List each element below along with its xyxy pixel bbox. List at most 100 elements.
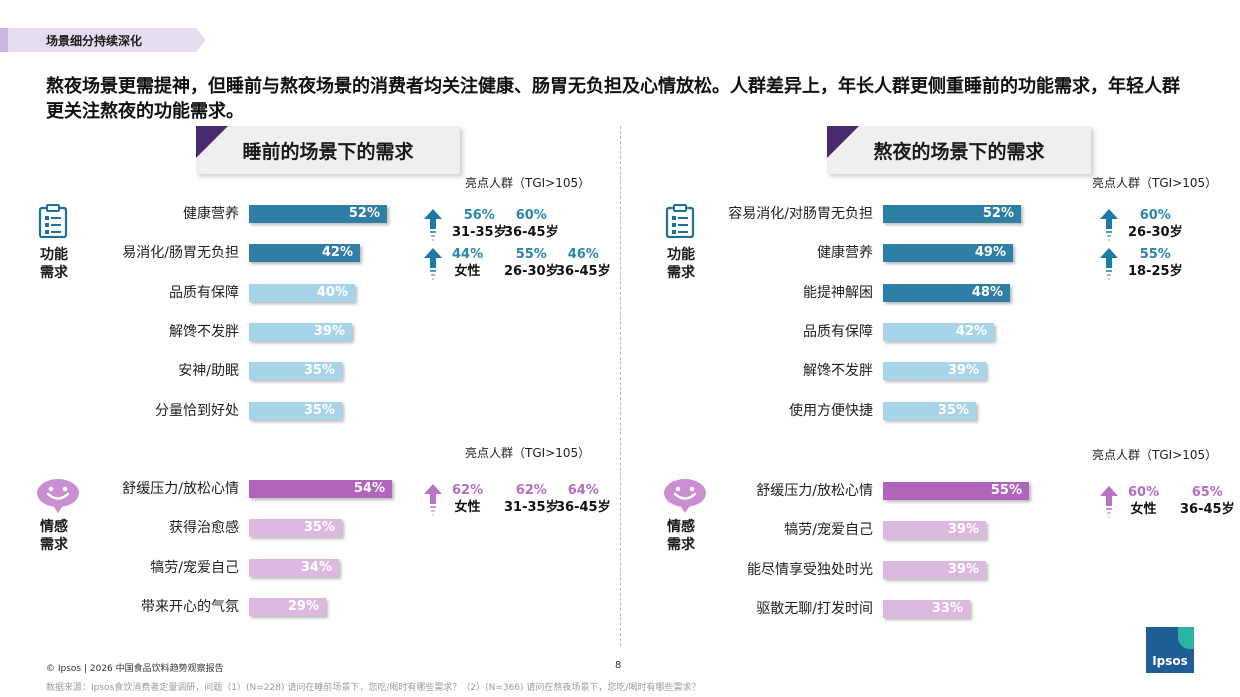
footer-copyright: © Ipsos | 2026 中国食品饮料趋势观察报告 bbox=[46, 664, 224, 674]
highlight-segment: 女性 bbox=[1130, 502, 1157, 517]
highlight-group-label: 亮点人群（TGI>105） bbox=[1092, 176, 1218, 190]
highlight-percent: 60% bbox=[1139, 208, 1171, 223]
logo-text: Ipsos bbox=[1152, 654, 1188, 668]
highlight-item: 56% 31-35岁 bbox=[452, 207, 507, 241]
bar: 52% bbox=[883, 205, 1021, 223]
bar-value-label: 35% bbox=[937, 402, 969, 418]
highlight-segment: 36-45岁 bbox=[504, 225, 559, 240]
highlight-percent: 46% bbox=[567, 247, 599, 263]
highlight-segment: 女性 bbox=[454, 500, 481, 515]
highlight-item: 62% 31-35岁 bbox=[504, 482, 559, 516]
bar: 54% bbox=[249, 480, 392, 498]
bar: 39% bbox=[249, 322, 352, 341]
bar-category-label: 犒劳/宠爱自己 bbox=[784, 522, 873, 539]
highlight-item: 64% 36-45岁 bbox=[556, 482, 611, 516]
bar: 35% bbox=[249, 362, 342, 381]
bar-value-label: 52% bbox=[982, 206, 1014, 221]
bar-category-label: 安神/助眠 bbox=[178, 363, 239, 380]
bar: 55% bbox=[883, 482, 1029, 500]
bar-value-label: 52% bbox=[348, 206, 380, 221]
bar-category-label: 容易消化/对肠胃无负担 bbox=[728, 206, 873, 222]
bar-category-label: 能尽情享受独处时光 bbox=[747, 561, 873, 578]
bar-value-label: 35% bbox=[303, 363, 335, 379]
bar-category-label: 带来开心的气氛 bbox=[141, 598, 239, 615]
highlight-item: 65% 36-45岁 bbox=[1180, 484, 1235, 518]
bar-category-label: 解馋不发胖 bbox=[169, 323, 239, 340]
highlight-segment: 18-25岁 bbox=[1128, 264, 1183, 280]
bar-value-label: 34% bbox=[300, 559, 332, 575]
up-arrow-icon bbox=[424, 209, 442, 241]
highlight-segment: 26-30岁 bbox=[1128, 225, 1183, 240]
source-note: 数据来源：Ipsos食饮消费者定量调研，问题（1）(N=228) 请问在睡前场景… bbox=[46, 683, 701, 693]
bar-category-label: 易消化/肠胃无负担 bbox=[122, 245, 239, 262]
bar-category-label: 健康营养 bbox=[817, 245, 873, 262]
bar: 35% bbox=[249, 519, 342, 538]
highlight-segment: 31-35岁 bbox=[452, 225, 507, 240]
panel-title: 熬夜的场景下的需求 bbox=[827, 126, 1091, 174]
highlight-group-label: 亮点人群（TGI>105） bbox=[465, 176, 591, 190]
bar: 29% bbox=[249, 597, 326, 616]
highlight-percent: 62% bbox=[515, 483, 547, 498]
bar: 33% bbox=[883, 599, 970, 618]
bar: 39% bbox=[883, 560, 986, 579]
highlight-segment: 26-30岁 bbox=[504, 264, 559, 280]
section-tag: 场景细分持续深化 bbox=[0, 28, 206, 52]
bar-category-label: 使用方便快捷 bbox=[789, 402, 873, 419]
page-number: 8 bbox=[615, 660, 622, 671]
bar-value-label: 39% bbox=[947, 522, 979, 538]
panel-title-text: 熬夜的场景下的需求 bbox=[873, 141, 1045, 163]
bar: 42% bbox=[249, 244, 360, 263]
category-label: 功能需求 bbox=[667, 247, 695, 281]
panel-title-bg bbox=[827, 126, 1091, 174]
highlight-item: 62% 女性 bbox=[452, 482, 483, 516]
clipboard-icon bbox=[38, 204, 68, 238]
section-tag-shape bbox=[0, 28, 206, 52]
bar-value-label: 42% bbox=[321, 245, 353, 261]
bar-category-label: 品质有保障 bbox=[169, 284, 239, 301]
highlight-segment: 36-45岁 bbox=[556, 500, 611, 515]
logo-accent bbox=[1178, 627, 1194, 649]
bar-category-label: 舒缓压力/放松心情 bbox=[756, 483, 873, 499]
up-arrow-icon bbox=[424, 484, 442, 516]
bar-category-label: 能提神解困 bbox=[803, 284, 873, 301]
bar-value-label: 39% bbox=[947, 363, 979, 379]
bar-value-label: 35% bbox=[303, 402, 335, 418]
highlight-percent: 60% bbox=[515, 208, 547, 223]
highlight-item: 60% 女性 bbox=[1128, 484, 1159, 518]
up-arrow-icon bbox=[424, 248, 442, 281]
bar-value-label: 54% bbox=[353, 481, 385, 496]
bar-category-label: 品质有保障 bbox=[803, 323, 873, 340]
bar-category-label: 获得治愈感 bbox=[169, 520, 239, 537]
bar: 52% bbox=[249, 205, 387, 223]
bar: 42% bbox=[883, 322, 994, 341]
panel-corner-mark bbox=[196, 126, 228, 158]
category-label: 情感需求 bbox=[667, 519, 695, 553]
bar-category-label: 犒劳/宠爱自己 bbox=[150, 559, 239, 576]
up-arrow-icon bbox=[1100, 248, 1118, 281]
panel-title-text: 睡前的场景下的需求 bbox=[242, 141, 414, 163]
bar: 49% bbox=[883, 244, 1013, 263]
category-label: 功能需求 bbox=[40, 247, 68, 281]
bar: 39% bbox=[883, 521, 986, 540]
ipsos-logo: Ipsos bbox=[1146, 627, 1194, 673]
bar-value-label: 48% bbox=[971, 284, 1003, 300]
highlight-segment: 女性 bbox=[454, 264, 481, 280]
highlight-item: 60% 26-30岁 bbox=[1128, 207, 1183, 241]
highlight-item: 60% 36-45岁 bbox=[504, 207, 559, 241]
smile-chat-icon bbox=[37, 479, 79, 513]
highlight-item: 55% 18-25岁 bbox=[1128, 246, 1183, 280]
highlight-item: 44% 女性 bbox=[452, 246, 483, 280]
highlight-group-label: 亮点人群（TGI>105） bbox=[465, 446, 591, 460]
bar-category-label: 驱散无聊/打发时间 bbox=[756, 600, 873, 617]
panel-title: 睡前的场景下的需求 bbox=[196, 126, 460, 174]
highlight-percent: 55% bbox=[515, 247, 547, 263]
bar: 48% bbox=[883, 283, 1010, 302]
highlight-percent: 64% bbox=[567, 483, 599, 498]
bar-value-label: 40% bbox=[316, 284, 348, 300]
highlight-percent: 65% bbox=[1191, 485, 1223, 500]
bar: 35% bbox=[883, 401, 976, 420]
highlight-item: 55% 26-30岁 bbox=[504, 246, 559, 280]
smile-chat-icon bbox=[664, 479, 706, 513]
bar: 39% bbox=[883, 362, 986, 381]
panel-title-bg bbox=[196, 126, 460, 174]
